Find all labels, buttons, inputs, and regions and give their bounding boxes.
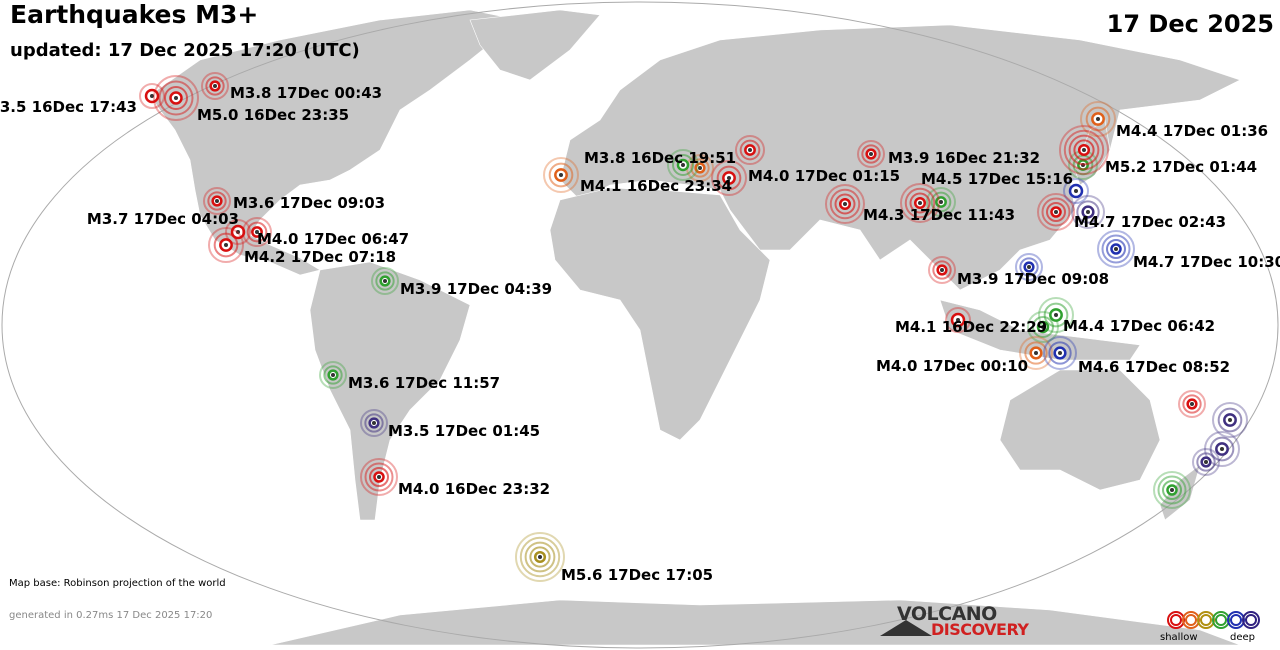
quake-label[interactable]: M3.8 17Dec 00:43 xyxy=(230,84,383,102)
quake-marker[interactable] xyxy=(208,227,244,263)
quake-marker[interactable] xyxy=(928,256,956,284)
quake-label[interactable]: M3.5 17Dec 01:45 xyxy=(388,422,541,440)
quake-marker[interactable] xyxy=(900,183,940,223)
quake-marker-extra[interactable] xyxy=(1192,448,1220,476)
legend-ring xyxy=(1230,614,1242,626)
quake-label[interactable]: M4.1 16Dec 23:34 xyxy=(580,177,733,195)
quake-label[interactable]: M3.6 17Dec 11:57 xyxy=(348,374,501,392)
legend-shallow: shallow xyxy=(1160,632,1198,643)
quake-marker[interactable] xyxy=(543,157,579,193)
legend-ring xyxy=(1200,614,1212,626)
quake-label[interactable]: M4.3 17Dec 11:43 xyxy=(863,206,1016,224)
quake-marker-extra[interactable] xyxy=(1212,402,1248,438)
legend-ring xyxy=(1170,614,1182,626)
quake-label[interactable]: M3.5 16Dec 17:43 xyxy=(0,98,137,116)
quake-marker[interactable] xyxy=(139,83,165,109)
legend-ring xyxy=(1185,614,1197,626)
quake-label[interactable]: M4.7 17Dec 10:30 xyxy=(1133,253,1280,271)
quake-label[interactable]: M5.6 17Dec 17:05 xyxy=(561,566,714,584)
quake-marker-extra[interactable] xyxy=(1153,471,1191,509)
quake-marker[interactable] xyxy=(515,532,565,582)
quake-label[interactable]: M4.7 17Dec 02:43 xyxy=(1074,213,1227,231)
depth-legend-rings xyxy=(1167,611,1260,629)
quake-marker[interactable] xyxy=(153,75,199,121)
quake-marker[interactable] xyxy=(360,458,398,496)
quake-marker[interactable] xyxy=(1059,125,1109,175)
greenland xyxy=(469,9,601,81)
quake-marker[interactable] xyxy=(926,187,956,217)
quake-marker[interactable] xyxy=(711,160,747,196)
legend-ring xyxy=(1242,611,1260,629)
quake-marker[interactable] xyxy=(360,409,388,437)
quake-marker[interactable] xyxy=(1038,297,1074,333)
quake-marker[interactable] xyxy=(857,140,885,168)
quake-marker-extra[interactable] xyxy=(825,184,865,224)
quake-marker[interactable] xyxy=(371,267,399,295)
quake-label[interactable]: M4.2 17Dec 07:18 xyxy=(244,248,397,266)
updated-time: updated: 17 Dec 2025 17:20 (UTC) xyxy=(10,40,360,61)
legend-deep: deep xyxy=(1230,632,1255,643)
antarctica xyxy=(269,599,1241,646)
quake-marker-extra[interactable] xyxy=(1178,390,1206,418)
quake-marker[interactable] xyxy=(667,149,699,181)
quake-marker-extra[interactable] xyxy=(735,135,765,165)
quake-marker[interactable] xyxy=(945,307,971,333)
indonesia xyxy=(939,299,1141,361)
legend-ring xyxy=(1215,614,1227,626)
page-title: Earthquakes M3+ xyxy=(10,0,259,29)
quake-label[interactable]: M4.0 17Dec 00:10 xyxy=(876,357,1029,375)
quake-marker-extra[interactable] xyxy=(1015,253,1043,281)
depth-legend: shallow deep xyxy=(1160,608,1270,646)
quake-label[interactable]: M4.4 17Dec 01:36 xyxy=(1116,122,1269,140)
africa xyxy=(549,187,771,441)
quake-label[interactable]: M3.6 17Dec 09:03 xyxy=(233,194,386,212)
logo-line1: VOLCANO xyxy=(897,603,997,625)
current-date: 17 Dec 2025 xyxy=(1106,10,1274,38)
quake-label[interactable]: M4.0 17Dec 01:15 xyxy=(748,167,901,185)
generated-note: generated in 0.27ms 17 Dec 2025 17:20 xyxy=(9,610,213,621)
australia xyxy=(999,369,1161,491)
quake-marker[interactable] xyxy=(1097,230,1135,268)
quake-label[interactable]: M4.1 16Dec 22:29 xyxy=(895,318,1048,336)
quake-label[interactable]: M5.2 17Dec 01:44 xyxy=(1105,158,1258,176)
quake-marker[interactable] xyxy=(242,217,272,247)
quake-marker[interactable] xyxy=(1019,336,1053,370)
logo-line2: DISCOVERY xyxy=(931,620,1029,639)
quake-label[interactable]: M3.7 17Dec 04:03 xyxy=(86,210,239,228)
map-base-note: Map base: Robinson projection of the wor… xyxy=(9,578,226,589)
volcano-icon xyxy=(880,620,932,636)
quake-marker-extra[interactable] xyxy=(1204,431,1240,467)
quake-marker[interactable] xyxy=(319,361,347,389)
quake-label[interactable]: M4.6 17Dec 08:52 xyxy=(1078,358,1231,376)
europe-asia xyxy=(559,24,1241,291)
quake-label[interactable]: M3.9 17Dec 04:39 xyxy=(400,280,553,298)
quake-marker[interactable] xyxy=(1080,101,1116,137)
quake-label[interactable]: M3.9 17Dec 09:08 xyxy=(957,270,1110,288)
quake-marker[interactable] xyxy=(1043,336,1077,370)
quake-label[interactable]: M4.5 17Dec 15:16 xyxy=(921,170,1074,188)
quake-marker-extra[interactable] xyxy=(1071,195,1105,229)
quake-marker[interactable] xyxy=(201,72,229,100)
quake-label[interactable]: M4.0 17Dec 06:47 xyxy=(257,230,410,248)
quake-label[interactable]: M4.4 17Dec 06:42 xyxy=(1063,317,1216,335)
quake-label[interactable]: M5.0 16Dec 23:35 xyxy=(197,106,350,124)
quake-label[interactable]: M3.8 16Dec 19:51 xyxy=(584,149,737,167)
quake-label[interactable]: M3.9 16Dec 21:32 xyxy=(888,149,1041,167)
quake-marker-extra[interactable] xyxy=(1063,178,1089,204)
quake-marker[interactable] xyxy=(1037,193,1075,231)
quake-label[interactable]: M4.0 16Dec 23:32 xyxy=(398,480,551,498)
legend-ring xyxy=(1245,614,1257,626)
volcanodiscovery-logo[interactable]: VOLCANO DISCOVERY xyxy=(880,603,1040,643)
quake-marker[interactable] xyxy=(203,187,231,215)
